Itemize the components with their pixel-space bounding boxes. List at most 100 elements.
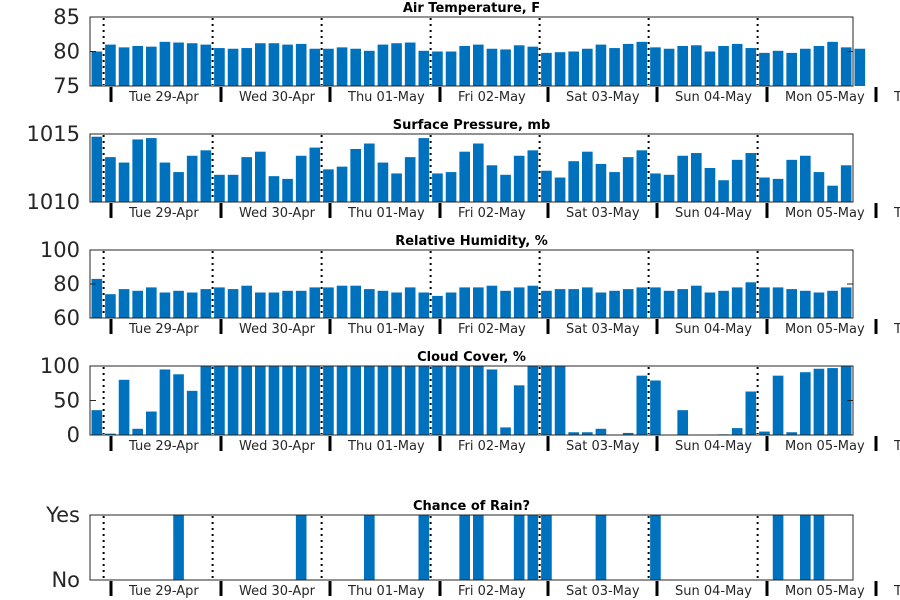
surface-pressure-bar: [500, 174, 511, 202]
surface-pressure-bar: [186, 155, 198, 202]
air-temperature-bar: [350, 48, 361, 86]
relative-humidity-bar: [445, 292, 457, 318]
air-temperature-bar: [691, 45, 702, 86]
air-temperature-bar: [622, 43, 634, 86]
surface-pressure-bar: [827, 185, 838, 202]
surface-pressure-bar: [227, 174, 239, 202]
cloud-cover-bar: [745, 391, 757, 435]
cloud-cover-bar: [350, 366, 361, 435]
relative-humidity-bar: [186, 292, 198, 318]
x-tick-label: Sun 04-May: [675, 322, 752, 337]
chance-of-rain-bar: [295, 515, 307, 580]
surface-pressure-bar: [663, 174, 675, 202]
relative-humidity-bar: [813, 292, 825, 318]
relative-humidity-bar: [268, 292, 280, 318]
cloud-cover-bar: [241, 366, 252, 435]
x-tick-label: Tue: [893, 584, 900, 599]
x-tick-label: Mon 05-May: [785, 322, 865, 337]
cloud-cover-y-tick-label: 0: [67, 423, 80, 447]
surface-pressure-bar: [513, 155, 525, 202]
relative-humidity-bar: [609, 290, 620, 318]
relative-humidity-bar: [718, 290, 729, 318]
cloud-cover-panel: Cloud Cover, % 0 50 100 Tue 29-Apr Wed 30-Apr…: [40, 350, 900, 454]
x-tick-label: Sat 03-May: [566, 322, 640, 337]
relative-humidity-bar: [323, 287, 334, 318]
surface-pressure-bar: [541, 170, 552, 202]
air-temperature-bar: [227, 48, 239, 86]
chance-of-rain-bar: [418, 515, 430, 580]
relative-humidity-bar: [500, 290, 511, 318]
x-tick-label: Mon 05-May: [785, 439, 865, 454]
relative-humidity-bar: [336, 285, 348, 318]
cloud-cover-bar: [364, 366, 375, 435]
cloud-cover-bar: [295, 366, 307, 435]
cloud-cover-bar: [500, 427, 511, 435]
cloud-cover-bar: [840, 366, 852, 435]
x-tick-label: Mon 05-May: [785, 206, 865, 221]
surface-pressure-bar: [772, 178, 784, 202]
cloud-cover-bar: [227, 366, 239, 435]
relative-humidity-bar: [459, 287, 470, 318]
cloud-cover-bar: [186, 390, 198, 435]
surface-pressure-bar: [159, 162, 171, 202]
cloud-cover-bar: [800, 372, 811, 435]
surface-pressure-bar: [323, 169, 334, 202]
surface-pressure-bar: [595, 163, 607, 202]
relative-humidity-bar: [227, 289, 239, 318]
relative-humidity-title: Relative Humidity, %: [395, 234, 548, 249]
air-temperature-bar: [663, 48, 675, 86]
x-tick-label: Fri 02-May: [458, 90, 526, 105]
cloud-cover-bar: [105, 433, 116, 435]
relative-humidity-bar: [691, 285, 702, 318]
surface-pressure-bar: [445, 172, 457, 202]
relative-humidity-bar: [173, 290, 184, 318]
air-temperature-bar: [636, 41, 648, 86]
chance-of-rain-bar: [173, 515, 184, 580]
surface-pressure-bar: [650, 173, 661, 202]
chance-of-rain-y-tick-label: Yes: [45, 503, 80, 527]
relative-humidity-bar: [432, 295, 443, 318]
surface-pressure-bar: [309, 147, 321, 202]
air-temperature-bar: [432, 51, 443, 86]
x-tick-label: Thu 01-May: [347, 90, 425, 105]
cloud-cover-bar: [582, 432, 593, 435]
surface-pressure-bar: [391, 173, 402, 202]
air-temperature-bar: [159, 41, 171, 86]
surface-pressure-bar: [459, 151, 470, 202]
relative-humidity-bar: [282, 290, 293, 318]
cloud-cover-bar: [268, 366, 280, 435]
surface-pressure-bar: [132, 139, 143, 202]
x-tick-label: Sun 04-May: [675, 439, 752, 454]
chance-of-rain-bar: [800, 515, 811, 580]
surface-pressure-bar: [336, 166, 348, 202]
cloud-cover-bar: [391, 366, 402, 435]
surface-pressure-bar: [759, 177, 770, 202]
air-temperature-bar: [827, 41, 838, 86]
surface-pressure-bar: [295, 155, 307, 202]
cloud-cover-title: Cloud Cover, %: [417, 350, 526, 365]
relative-humidity-panel: Relative Humidity, % 60 80 100 Tue 29-Apr Wed…: [40, 234, 900, 337]
air-temperature-bar: [745, 48, 757, 86]
relative-humidity-bar: [527, 285, 539, 318]
relative-humidity-bar: [391, 292, 402, 318]
cloud-cover-bar: [541, 366, 552, 435]
cloud-cover-bar: [309, 366, 321, 435]
x-tick-label: Thu 01-May: [347, 439, 425, 454]
air-temperature-bar: [595, 44, 607, 86]
x-tick-label: Tue: [893, 90, 900, 105]
cloud-cover-bar: [432, 366, 443, 435]
surface-pressure-bar: [800, 155, 811, 202]
relative-humidity-bar: [745, 282, 757, 318]
relative-humidity-bar: [132, 290, 143, 318]
air-temperature-bar: [391, 43, 402, 86]
relative-humidity-bar: [731, 287, 743, 318]
relative-humidity-bar: [595, 292, 607, 318]
x-tick-label: Mon 05-May: [785, 584, 865, 599]
cloud-cover-bar: [173, 374, 184, 435]
surface-pressure-panel: Surface Pressure, mb 1010 1015 Tue 29-Apr We…: [27, 118, 900, 221]
cloud-cover-bar: [323, 366, 334, 435]
cloud-cover-bar: [527, 366, 539, 435]
air-temperature-y-tick-label: 80: [53, 40, 80, 64]
relative-humidity-y-tick-label: 100: [40, 238, 80, 262]
x-tick-label: Wed 30-Apr: [239, 322, 316, 337]
